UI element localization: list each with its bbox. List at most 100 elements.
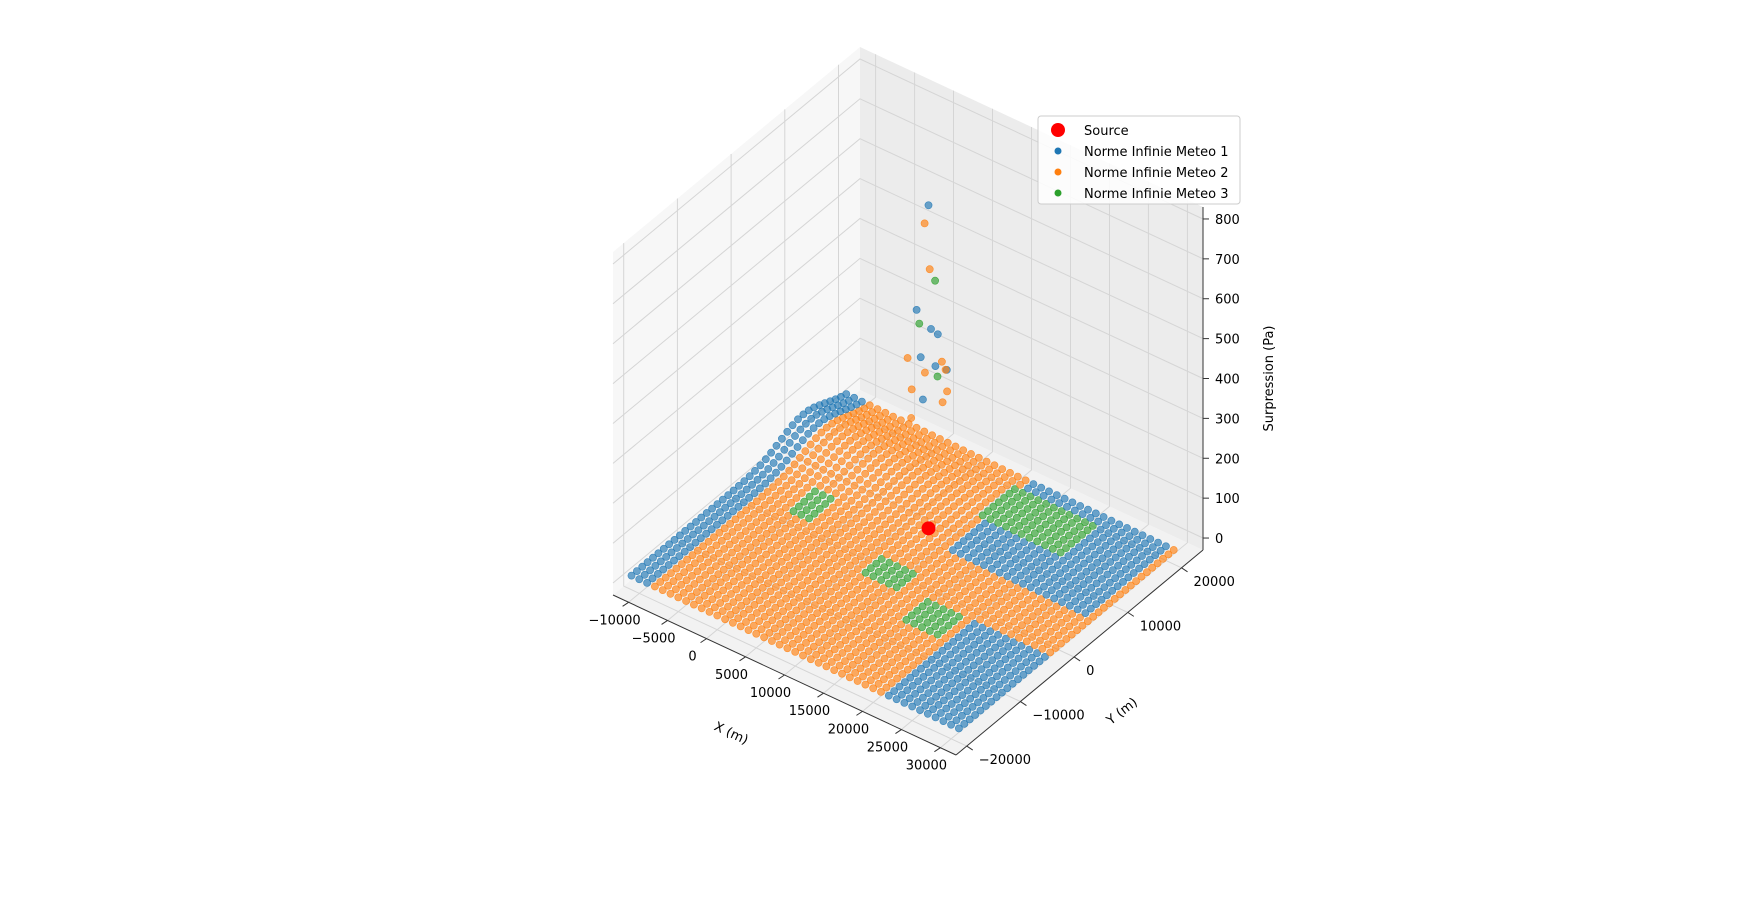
series-2-point xyxy=(981,611,990,619)
series-2-point xyxy=(823,641,831,650)
series-2-point xyxy=(859,437,868,445)
series-2-point xyxy=(752,538,760,547)
series-2-point xyxy=(1036,636,1044,645)
series-2-point xyxy=(950,502,958,511)
series-2-point xyxy=(769,483,777,491)
series-2-point xyxy=(843,665,852,674)
series-2-point xyxy=(974,586,983,595)
series-1-point xyxy=(962,657,970,666)
series-2-point xyxy=(951,533,960,542)
series-1-point xyxy=(916,353,925,362)
series-2-point xyxy=(721,594,730,603)
series-1-point xyxy=(940,675,949,684)
series-2-point xyxy=(714,570,723,579)
series-2-point xyxy=(825,538,834,546)
series-2-point xyxy=(914,565,923,573)
series-2-point xyxy=(796,552,805,561)
series-1-point xyxy=(967,541,976,549)
series-2-point xyxy=(872,538,881,547)
series-2-point xyxy=(1052,602,1061,611)
x-tick xyxy=(895,729,902,734)
series-2-point xyxy=(946,446,954,455)
series-2-point xyxy=(897,599,906,608)
series-2-point xyxy=(1049,615,1058,623)
series-2-point xyxy=(773,611,782,620)
series-1-point xyxy=(964,645,973,654)
series-2-point xyxy=(763,600,772,608)
series-2-point xyxy=(830,645,839,654)
legend-label-source: Source xyxy=(1084,124,1129,139)
series-1-point xyxy=(1112,533,1121,541)
series-2-point xyxy=(827,469,835,478)
series-2-point xyxy=(700,591,709,600)
series-2-point xyxy=(902,499,911,508)
series-2-point xyxy=(838,432,847,441)
series-2-point xyxy=(790,485,798,494)
series-2-point xyxy=(824,485,832,494)
series-1-point xyxy=(977,553,986,561)
series-2-point xyxy=(995,589,1003,598)
series-1-point xyxy=(987,697,996,706)
series-3-point xyxy=(944,621,953,630)
series-1-point xyxy=(1042,590,1051,599)
series-3-point xyxy=(1049,524,1058,533)
series-3-point xyxy=(1081,518,1089,527)
series-2-point xyxy=(771,512,779,521)
series-3-point xyxy=(1065,511,1074,519)
series-1-point xyxy=(737,490,746,498)
series-1-point xyxy=(1012,646,1020,655)
series-1-point xyxy=(923,709,932,718)
series-2-point xyxy=(837,578,846,587)
series-1-point xyxy=(1133,535,1142,544)
series-2-point xyxy=(857,623,866,631)
series-2-point xyxy=(990,481,998,490)
series-2-point xyxy=(733,544,742,553)
series-2-point xyxy=(865,401,874,410)
series-1-point xyxy=(937,688,946,697)
series-2-point xyxy=(865,626,874,635)
series-2-point xyxy=(764,579,772,588)
series-2-point xyxy=(797,489,806,497)
series-2-point xyxy=(952,489,961,498)
series-2-point xyxy=(935,568,944,576)
series-2-point xyxy=(902,522,910,531)
series-2-point xyxy=(1020,629,1029,638)
series-2-point xyxy=(984,485,993,494)
series-2-point xyxy=(774,500,782,508)
series-1-point xyxy=(1145,555,1154,564)
series-1-point xyxy=(926,697,935,706)
series-2-point xyxy=(1038,644,1047,653)
series-2-point xyxy=(838,649,847,657)
series-2-point xyxy=(865,647,873,656)
series-2-point xyxy=(923,639,931,648)
gridline-x xyxy=(745,108,993,658)
series-3-point xyxy=(877,555,886,563)
series-2-point xyxy=(967,562,975,570)
series-2-point xyxy=(775,640,784,649)
series-1-point xyxy=(633,567,641,575)
series-3-point xyxy=(931,601,940,610)
series-1-point xyxy=(919,395,927,404)
series-2-point xyxy=(854,441,862,449)
series-2-point xyxy=(841,545,849,553)
series-2-point xyxy=(1031,599,1040,608)
series-1-point xyxy=(729,507,737,516)
series-2-point xyxy=(883,642,892,650)
series-2-point xyxy=(842,595,851,603)
series-2-point xyxy=(869,449,878,458)
series-1-point xyxy=(1040,561,1049,570)
series-2-point xyxy=(799,651,807,660)
series-2-point xyxy=(804,556,812,564)
series-1-point xyxy=(1072,556,1081,564)
z-tick-label: 800 xyxy=(1215,213,1240,228)
series-2-point xyxy=(777,578,786,587)
series-1-point xyxy=(964,666,973,674)
series-2-point xyxy=(876,478,885,487)
series-2-point xyxy=(827,587,835,596)
series-2-point xyxy=(713,611,722,620)
series-2-point xyxy=(724,582,733,590)
series-2-point xyxy=(693,567,702,576)
series-2-point xyxy=(787,611,795,619)
series-3-point xyxy=(1073,514,1082,523)
series-2-point xyxy=(770,624,779,633)
